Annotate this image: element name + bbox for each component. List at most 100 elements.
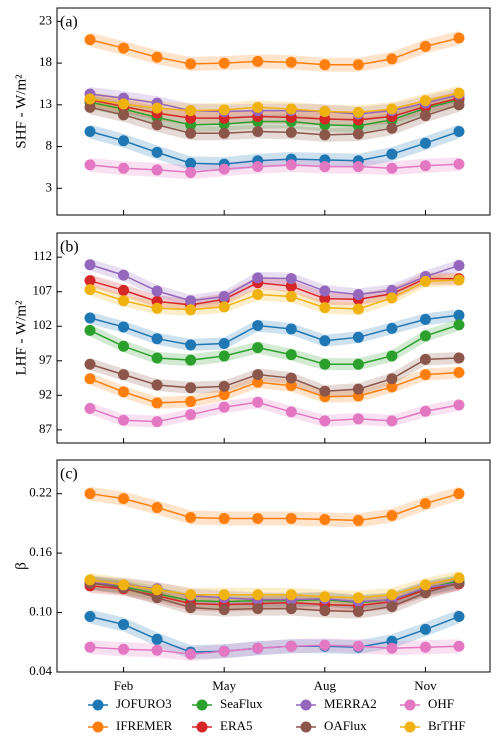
data-point xyxy=(185,511,197,523)
data-point xyxy=(285,603,297,615)
data-point xyxy=(453,274,465,286)
data-point xyxy=(352,161,364,173)
data-point xyxy=(84,402,96,414)
data-point xyxy=(84,126,96,138)
data-point xyxy=(386,373,398,385)
data-point xyxy=(453,352,465,364)
y-tick-label: 0.16 xyxy=(29,544,52,559)
data-point xyxy=(419,110,431,122)
plot-frame xyxy=(56,459,491,673)
data-point xyxy=(285,273,297,285)
data-point xyxy=(285,126,297,138)
data-point xyxy=(118,386,130,398)
data-point xyxy=(252,396,264,408)
data-point xyxy=(118,284,130,296)
data-point xyxy=(319,591,331,603)
data-point xyxy=(386,642,398,654)
data-point xyxy=(386,381,398,393)
data-point xyxy=(252,320,264,332)
data-point xyxy=(419,623,431,635)
data-point xyxy=(419,587,431,599)
y-tick-label: 23 xyxy=(39,12,52,27)
data-point xyxy=(218,389,230,401)
series-line xyxy=(89,99,460,127)
data-point xyxy=(419,330,431,342)
data-point xyxy=(151,379,163,391)
uncertainty-band xyxy=(90,309,459,351)
legend-marker xyxy=(196,699,208,711)
data-point xyxy=(151,119,163,131)
data-point xyxy=(218,338,230,350)
series-line xyxy=(89,264,460,302)
legend-label: SeaFlux xyxy=(220,696,263,711)
data-point xyxy=(319,302,331,314)
uncertainty-band xyxy=(90,258,459,307)
data-point xyxy=(118,414,130,426)
y-tick-label: 107 xyxy=(33,283,53,298)
data-point xyxy=(84,275,96,287)
data-point xyxy=(185,157,197,169)
data-point xyxy=(453,259,465,271)
data-point xyxy=(185,295,197,307)
data-point xyxy=(218,589,230,601)
data-point xyxy=(118,579,130,591)
uncertainty-band xyxy=(90,575,459,619)
series-line xyxy=(89,582,460,613)
data-point xyxy=(185,382,197,394)
series-line xyxy=(89,324,460,365)
data-point xyxy=(386,53,398,65)
data-point xyxy=(453,87,465,99)
legend-label: BrTHF xyxy=(428,718,466,733)
series-line xyxy=(89,104,460,136)
data-point xyxy=(185,648,197,660)
data-point xyxy=(285,103,297,115)
data-point xyxy=(218,350,230,362)
data-point xyxy=(453,399,465,411)
uncertainty-band xyxy=(90,157,459,180)
data-point xyxy=(84,373,96,385)
uncertainty-band xyxy=(90,366,459,409)
data-point xyxy=(185,127,197,139)
legend-label: OHF xyxy=(428,696,454,711)
data-point xyxy=(118,321,130,333)
y-tick-label: 102 xyxy=(33,317,53,332)
data-point xyxy=(118,643,130,655)
data-point xyxy=(453,32,465,44)
data-point xyxy=(419,275,431,287)
data-point xyxy=(185,304,197,316)
panel-label: (a) xyxy=(60,14,78,31)
data-point xyxy=(84,259,96,271)
series-line xyxy=(89,492,460,522)
panel-label: (c) xyxy=(60,466,78,483)
legend-marker xyxy=(92,721,104,733)
data-point xyxy=(386,122,398,134)
y-axis-label: LHF - W/m² xyxy=(13,300,29,376)
data-point xyxy=(84,611,96,623)
data-point xyxy=(386,350,398,362)
data-point xyxy=(419,369,431,381)
data-point xyxy=(285,640,297,652)
data-point xyxy=(319,285,331,297)
data-point xyxy=(252,376,264,388)
data-point xyxy=(386,509,398,521)
data-point xyxy=(118,42,130,54)
uncertainty-band xyxy=(90,91,459,127)
y-tick-label: 92 xyxy=(39,386,52,401)
series-line xyxy=(89,401,460,423)
data-point xyxy=(285,280,297,292)
data-point xyxy=(84,93,96,105)
y-tick-label: 97 xyxy=(39,352,53,367)
data-point xyxy=(185,105,197,117)
data-point xyxy=(252,369,264,381)
data-point xyxy=(151,285,163,297)
data-point xyxy=(285,380,297,392)
data-point xyxy=(419,579,431,591)
series-line xyxy=(89,279,460,311)
legend-marker xyxy=(92,699,104,711)
data-point xyxy=(151,584,163,596)
panel-label: (b) xyxy=(60,239,79,256)
data-point xyxy=(218,57,230,69)
data-point xyxy=(151,502,163,514)
data-point xyxy=(319,129,331,141)
